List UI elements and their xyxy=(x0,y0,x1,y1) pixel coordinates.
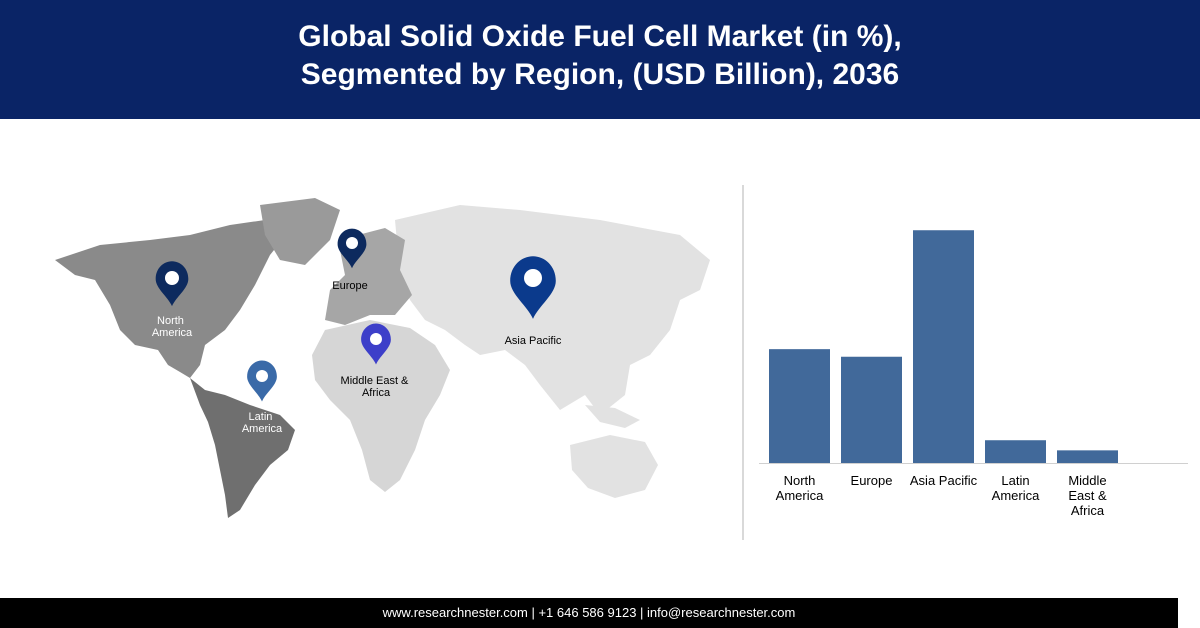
category-label-line: America xyxy=(992,488,1040,503)
chart-title-line-2: Segmented by Region, (USD Billion), 2036 xyxy=(300,58,900,91)
category-label-latin-america: Latin America xyxy=(992,473,1040,503)
map-pin-icon xyxy=(510,256,556,319)
pin-center-dot xyxy=(370,333,382,345)
greenland-shape xyxy=(260,198,340,265)
footer-contact-text: www.researchnester.com | +1 646 586 9123… xyxy=(382,605,796,620)
bar-europe xyxy=(841,356,902,463)
header-banner: Global Solid Oxide Fuel Cell Market (in … xyxy=(0,0,1200,119)
category-label-line: Middle xyxy=(1068,473,1106,488)
pin-center-dot xyxy=(256,370,268,382)
world-map: North America Europe Asia Pacific Middle… xyxy=(40,180,730,530)
pin-europe xyxy=(337,228,367,269)
chart-title-line-1: Global Solid Oxide Fuel Cell Market (in … xyxy=(298,20,902,53)
map-label-europe: Europe xyxy=(332,280,367,292)
category-label-line: East & xyxy=(1068,488,1107,503)
islands-shape xyxy=(585,405,640,428)
world-map-svg: North America Europe Asia Pacific Middle… xyxy=(55,198,710,518)
map-label-asia-pacific: Asia Pacific xyxy=(505,335,562,347)
pin-center-dot xyxy=(524,269,542,287)
australia-shape xyxy=(570,435,658,498)
map-label-middle-east-africa: Middle East & Africa xyxy=(341,375,412,399)
section-divider xyxy=(742,185,744,540)
pin-middle-east-africa xyxy=(361,323,391,365)
bar-middle-east-africa xyxy=(1057,450,1118,463)
category-label-line: America xyxy=(776,488,824,503)
bar-north-america xyxy=(769,349,830,463)
bar-asia-pacific xyxy=(913,230,974,463)
bar-latin-america xyxy=(985,440,1046,463)
pin-north-america xyxy=(155,261,189,307)
map-label-line: Middle East & xyxy=(341,375,410,387)
category-label-line: Africa xyxy=(1071,503,1105,518)
pin-asia-pacific xyxy=(510,256,556,319)
asia-region-shape xyxy=(395,205,710,415)
category-label-middle-east-africa: Middle East & Africa xyxy=(1068,473,1107,518)
category-label-line: Europe xyxy=(851,473,893,488)
latin-america-shape xyxy=(190,378,295,518)
category-label-north-america: North America xyxy=(776,473,824,503)
map-label-line: America xyxy=(152,327,193,339)
map-label-line: Africa xyxy=(362,387,391,399)
category-label-line: Asia Pacific xyxy=(910,473,978,488)
footer-bar: www.researchnester.com | +1 646 586 9123… xyxy=(0,598,1178,628)
map-label-latin-america: Latin America xyxy=(242,411,283,435)
category-label-line: Latin xyxy=(1001,473,1029,488)
map-label-line: Latin xyxy=(249,411,273,423)
pin-center-dot xyxy=(346,237,358,249)
map-label-north-america: North America xyxy=(152,315,193,339)
bar-chart: North America Europe Asia Pacific Latin Ameri… xyxy=(745,180,1195,540)
pin-center-dot xyxy=(165,271,179,285)
pin-latin-america xyxy=(247,360,277,402)
category-label-europe: Europe xyxy=(851,473,893,488)
map-label-line: America xyxy=(242,423,283,435)
map-label-line: North xyxy=(157,315,184,327)
category-label-line: North xyxy=(784,473,816,488)
category-label-asia-pacific: Asia Pacific xyxy=(910,473,978,488)
africa-region-shape xyxy=(312,320,450,492)
